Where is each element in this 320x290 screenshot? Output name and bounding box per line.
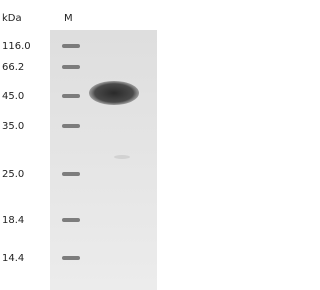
marker-label: 25.0 <box>2 169 24 180</box>
marker-band <box>62 65 80 69</box>
marker-label: 35.0 <box>2 121 24 132</box>
lane-label: M <box>64 13 73 24</box>
marker-band <box>62 94 80 98</box>
marker-label: 18.4 <box>2 215 24 226</box>
marker-band <box>62 44 80 48</box>
marker-band <box>62 256 80 260</box>
marker-label: 45.0 <box>2 91 24 102</box>
marker-band <box>62 124 80 128</box>
marker-label: 66.2 <box>2 62 24 73</box>
marker-label: 116.0 <box>2 41 31 52</box>
marker-band <box>62 172 80 176</box>
marker-band <box>62 218 80 222</box>
faint-spot <box>114 155 130 159</box>
marker-label: 14.4 <box>2 253 24 264</box>
gel-background <box>50 30 157 290</box>
unit-label: kDa <box>2 13 22 24</box>
marker-lane: 116.0 66.2 45.0 35.0 25.0 18.4 14.4 <box>2 41 80 264</box>
gel-image: kDa M 116.0 66.2 45.0 35.0 25.0 18.4 14.4 <box>2 13 157 290</box>
protein-band <box>89 81 139 105</box>
